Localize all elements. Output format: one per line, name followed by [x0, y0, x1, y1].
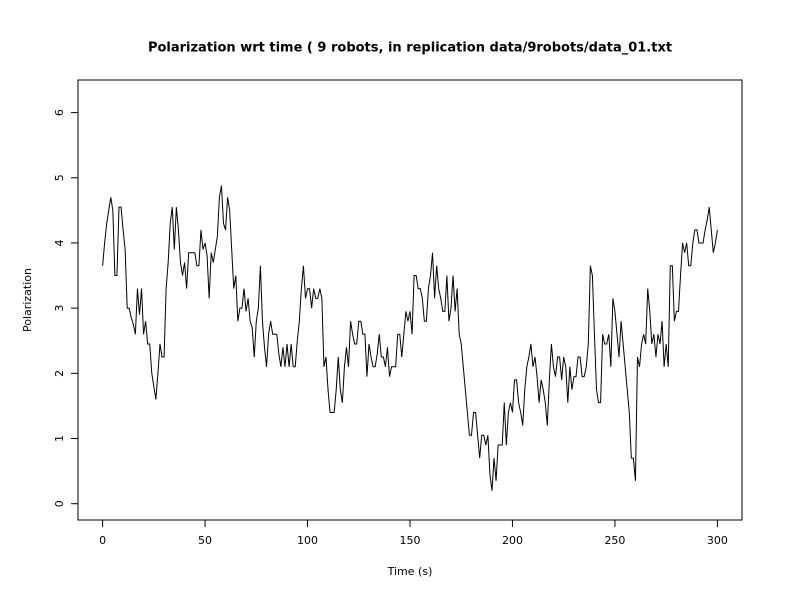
- chart-title: Polarization wrt time ( 9 robots, in rep…: [148, 41, 672, 56]
- x-tick-label: 250: [604, 534, 625, 547]
- x-axis-label: Time (s): [387, 565, 433, 578]
- x-tick-label: 0: [99, 534, 106, 547]
- y-tick-label: 4: [53, 239, 66, 246]
- y-axis-label: Polarization: [21, 268, 34, 332]
- y-tick-label: 0: [53, 500, 66, 507]
- y-tick-label: 2: [53, 370, 66, 377]
- y-tick-label: 3: [53, 305, 66, 312]
- x-tick-label: 100: [297, 534, 318, 547]
- x-tick-label: 300: [707, 534, 728, 547]
- data-line: [102, 185, 718, 491]
- y-tick-label: 6: [53, 109, 66, 116]
- x-tick-label: 50: [198, 534, 212, 547]
- x-tick-label: 150: [400, 534, 421, 547]
- x-tick-label: 200: [502, 534, 523, 547]
- y-tick-label: 5: [53, 174, 66, 181]
- y-tick-label: 1: [53, 435, 66, 442]
